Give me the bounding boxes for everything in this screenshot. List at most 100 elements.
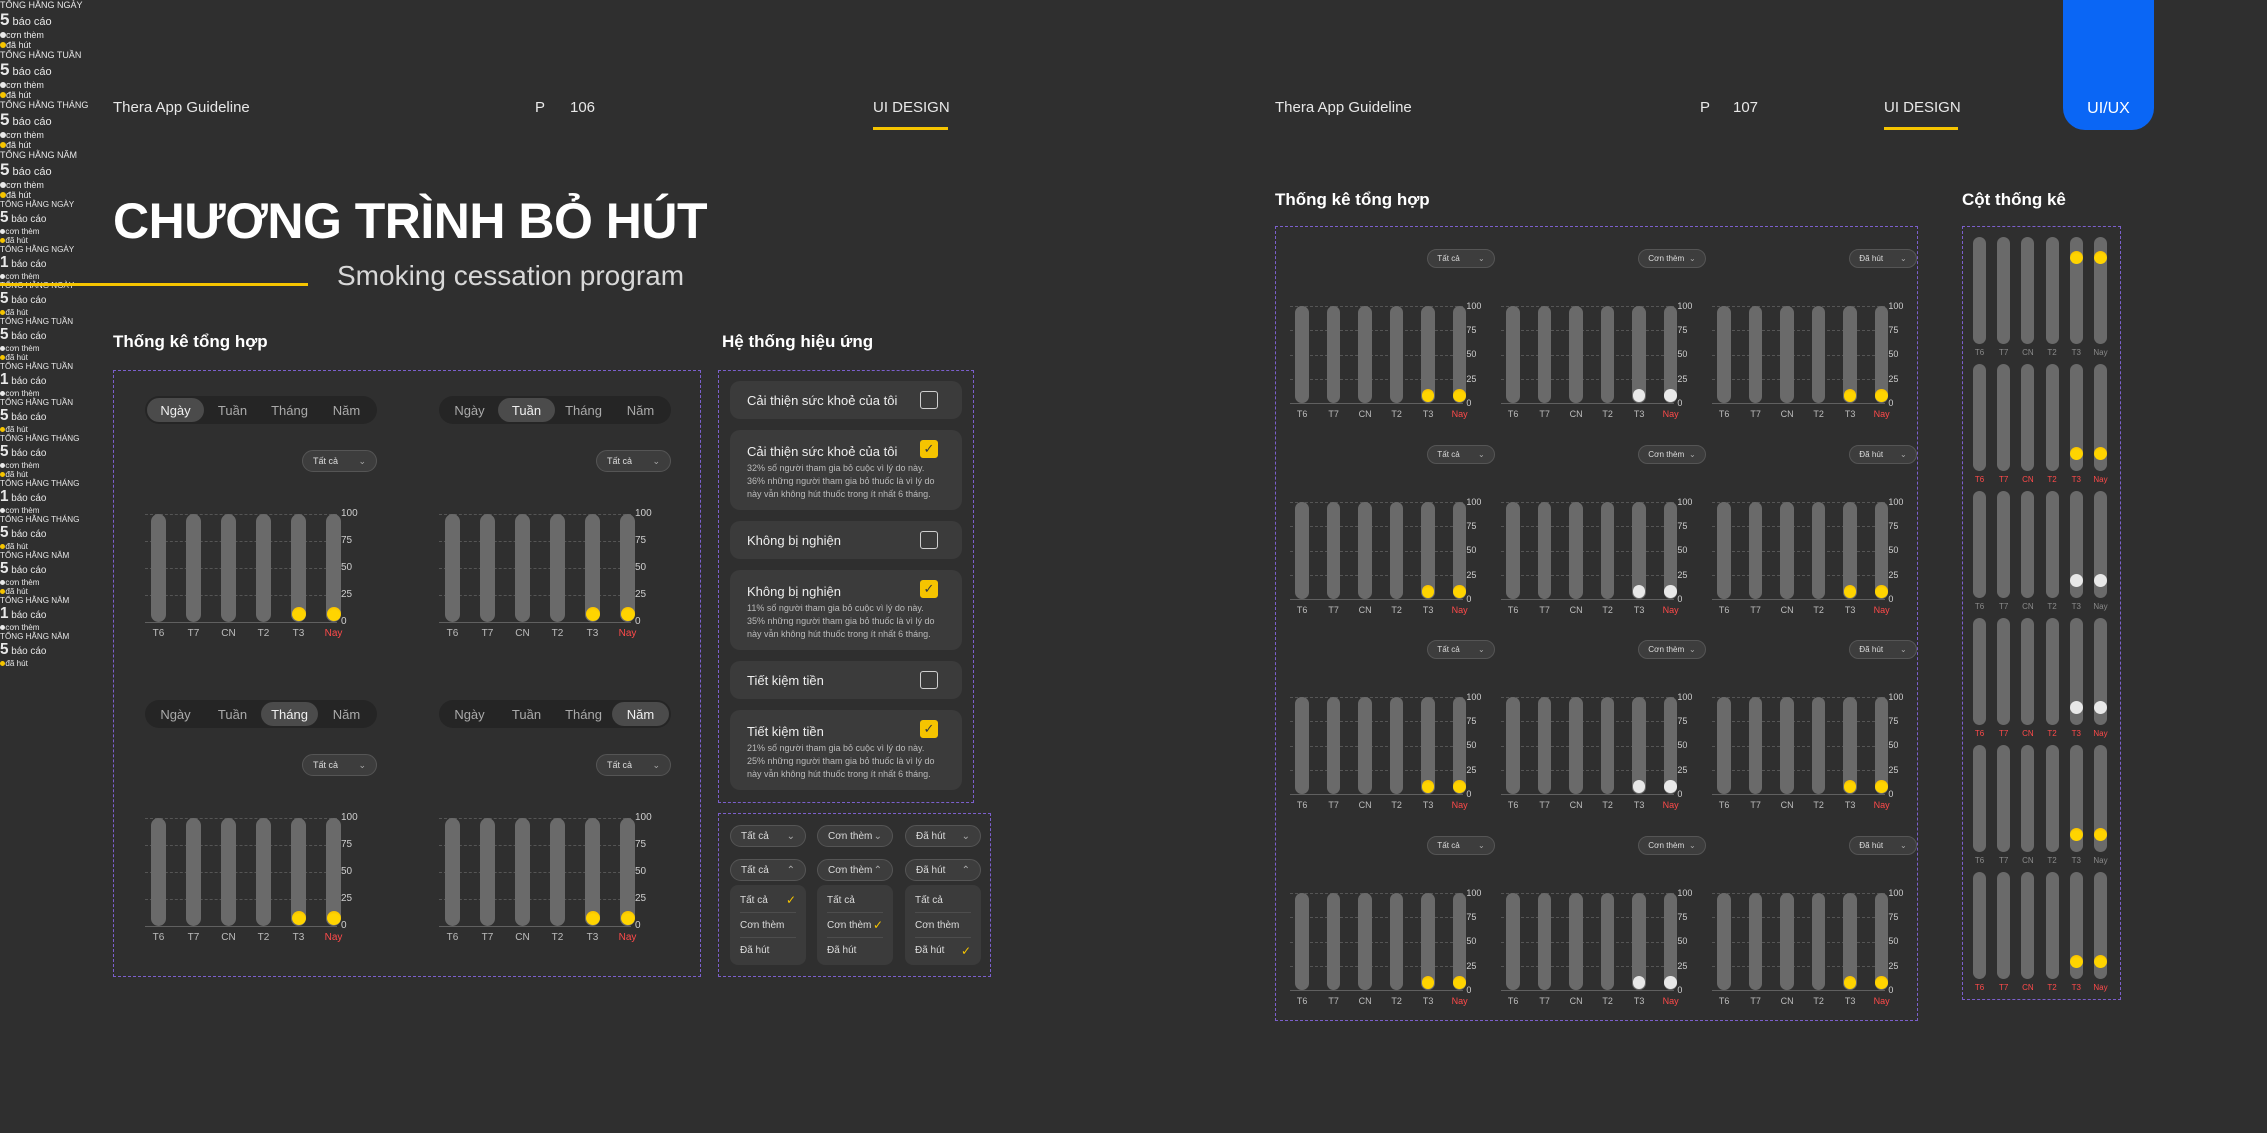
filter-dropdown-open[interactable]: Đã hút ⌃ (905, 859, 981, 881)
tab-2[interactable]: Tháng (271, 402, 308, 418)
column-label: CN (2022, 475, 2034, 484)
tab-2[interactable]: Tháng (261, 702, 318, 726)
legend-label: cơn thèm (6, 180, 44, 190)
filter-dropdown[interactable]: Tất cả ⌄ (302, 450, 377, 472)
dropdown-option[interactable]: Đã hút (827, 938, 883, 963)
y-tick-label: 75 (1677, 715, 1688, 726)
tab-1[interactable]: Tuần (498, 398, 555, 422)
filter-dropdown[interactable]: Tất cả ⌄ (596, 450, 671, 472)
chart-bar (550, 514, 565, 622)
filter-dropdown-value: Cơn thèm (1648, 253, 1685, 263)
report-count-number: 5 (0, 10, 10, 29)
filter-dropdown[interactable]: Cơn thèm ⌄ (1638, 444, 1706, 465)
dropdown-option[interactable]: Tất cả (915, 888, 971, 913)
column-bar (2069, 364, 2083, 471)
chevron-down-icon: ⌄ (652, 455, 660, 466)
effect-option[interactable]: Cải thiện sức khoẻ của tôi ✓ 32% số người … (730, 430, 962, 510)
filter-dropdown[interactable]: Đã hút ⌄ (1849, 248, 1917, 269)
x-tick-label: T3 (1422, 604, 1434, 615)
checkbox-checked[interactable]: ✓ (920, 580, 938, 598)
filter-dropdown[interactable]: Cơn thèm ⌄ (1638, 639, 1706, 660)
axis-baseline (1501, 990, 1674, 992)
legend-item: đã hút (0, 353, 2267, 362)
report-count: 5 báo cáo (0, 641, 2267, 659)
effect-option[interactable]: Cải thiện sức khoẻ của tôi (730, 381, 962, 419)
tab-1[interactable]: Tuần (217, 706, 248, 722)
checkbox-empty[interactable] (920, 671, 938, 689)
tab-3[interactable]: Năm (332, 706, 361, 722)
y-tick-label: 0 (635, 616, 641, 627)
filter-dropdown[interactable]: Đã hút ⌄ (1849, 835, 1917, 856)
tab-3[interactable]: Năm (332, 402, 361, 418)
filter-dropdown[interactable]: Đã hút ⌄ (1849, 444, 1917, 465)
x-tick-label: T7 (187, 932, 200, 943)
check-icon: ✓ (872, 918, 883, 932)
dropdown-value: Tất cả (741, 830, 769, 842)
filter-dropdown[interactable]: Tất cả ⌄ (302, 754, 377, 776)
effect-option[interactable]: Tiết kiệm tiền ✓ 21% số người tham gia bỏ … (730, 710, 962, 790)
grid-line (1290, 354, 1463, 356)
column-bar (1997, 491, 2011, 598)
tab-0[interactable]: Ngày (147, 398, 204, 422)
filter-dropdown-closed[interactable]: Tất cả ⌄ (730, 825, 806, 847)
tab-1[interactable]: Tuần (511, 706, 542, 722)
craving-dot (0, 345, 6, 351)
filter-dropdown[interactable]: Cơn thèm ⌄ (1638, 835, 1706, 856)
dropdown-option[interactable]: Tất cả ✓ (740, 888, 796, 913)
tab-0[interactable]: Ngày (454, 402, 485, 418)
filter-dropdown[interactable]: Đã hút ⌄ (1849, 639, 1917, 660)
filter-dropdown-value: Tất cả (607, 456, 633, 466)
grid-line (1501, 965, 1674, 967)
effect-option[interactable]: Tiết kiệm tiền (730, 661, 962, 699)
y-tick-label: 50 (1888, 545, 1899, 556)
filter-dropdown-closed[interactable]: Đã hút ⌄ (905, 825, 981, 847)
checkbox-empty[interactable] (920, 531, 938, 549)
filter-dropdown-closed[interactable]: Cơn thèm ⌄ (817, 825, 893, 847)
grid-line (1712, 550, 1885, 552)
dropdown-option[interactable]: Cơn thèm (915, 913, 971, 938)
bar-level-knob (1664, 780, 1677, 794)
grid-line (1290, 965, 1463, 967)
total-label: TỔNG HẰNG NĂM (0, 150, 78, 160)
chevron-up-icon: ⌃ (786, 864, 795, 876)
chart-bar (1874, 502, 1889, 600)
tab-2[interactable]: Tháng (565, 706, 602, 722)
dropdown-menu: Tất cả Cơn thèm ✓ Đã hút (817, 885, 893, 965)
dropdown-option[interactable]: Cơn thèm (740, 913, 796, 938)
filter-dropdown[interactable]: Tất cả ⌄ (1427, 835, 1495, 856)
smoked-dot (0, 588, 6, 594)
dropdown-option[interactable]: Cơn thèm ✓ (827, 913, 883, 938)
filter-dropdown[interactable]: Tất cả ⌄ (1427, 639, 1495, 660)
column-bar (1997, 364, 2011, 471)
tab-1[interactable]: Tuần (217, 402, 248, 418)
effect-option[interactable]: Không bị nghiện ✓ 11% số người tham gia bỏ… (730, 570, 962, 650)
tab-2[interactable]: Tháng (565, 402, 602, 418)
report-count-unit: báo cáo (11, 412, 47, 423)
dropdown-option[interactable]: Đã hút ✓ (915, 938, 971, 963)
checkbox-empty[interactable] (920, 391, 938, 409)
chart-bar (620, 818, 635, 926)
tab-0[interactable]: Ngày (160, 706, 191, 722)
tab-0[interactable]: Ngày (454, 706, 485, 722)
dropdown-option[interactable]: Tất cả (827, 888, 883, 913)
x-tick-label: T3 (1633, 799, 1645, 810)
filter-dropdown-open[interactable]: Cơn thèm ⌃ (817, 859, 893, 881)
filter-dropdown-value: Tất cả (1437, 644, 1460, 654)
tab-3[interactable]: Năm (626, 402, 655, 418)
checkbox-checked[interactable]: ✓ (920, 440, 938, 458)
period-tabs: Ngày Tuần Tháng Năm (145, 700, 377, 728)
filter-dropdown[interactable]: Tất cả ⌄ (1427, 248, 1495, 269)
stats-heading-right: Thống kê tổng hợp (1275, 190, 1430, 209)
grid-line (1712, 965, 1885, 967)
y-tick-label: 0 (1888, 397, 1894, 408)
filter-dropdown-open[interactable]: Tất cả ⌃ (730, 859, 806, 881)
filter-dropdown[interactable]: Cơn thèm ⌄ (1638, 248, 1706, 269)
grid-line (1501, 306, 1674, 307)
dropdown-option[interactable]: Đã hút (740, 938, 796, 963)
tab-3[interactable]: Năm (612, 702, 669, 726)
bar-level-knob (1421, 389, 1435, 403)
filter-dropdown[interactable]: Tất cả ⌄ (596, 754, 671, 776)
filter-dropdown[interactable]: Tất cả ⌄ (1427, 444, 1495, 465)
checkbox-checked[interactable]: ✓ (920, 720, 938, 738)
effect-option[interactable]: Không bị nghiện (730, 521, 962, 559)
